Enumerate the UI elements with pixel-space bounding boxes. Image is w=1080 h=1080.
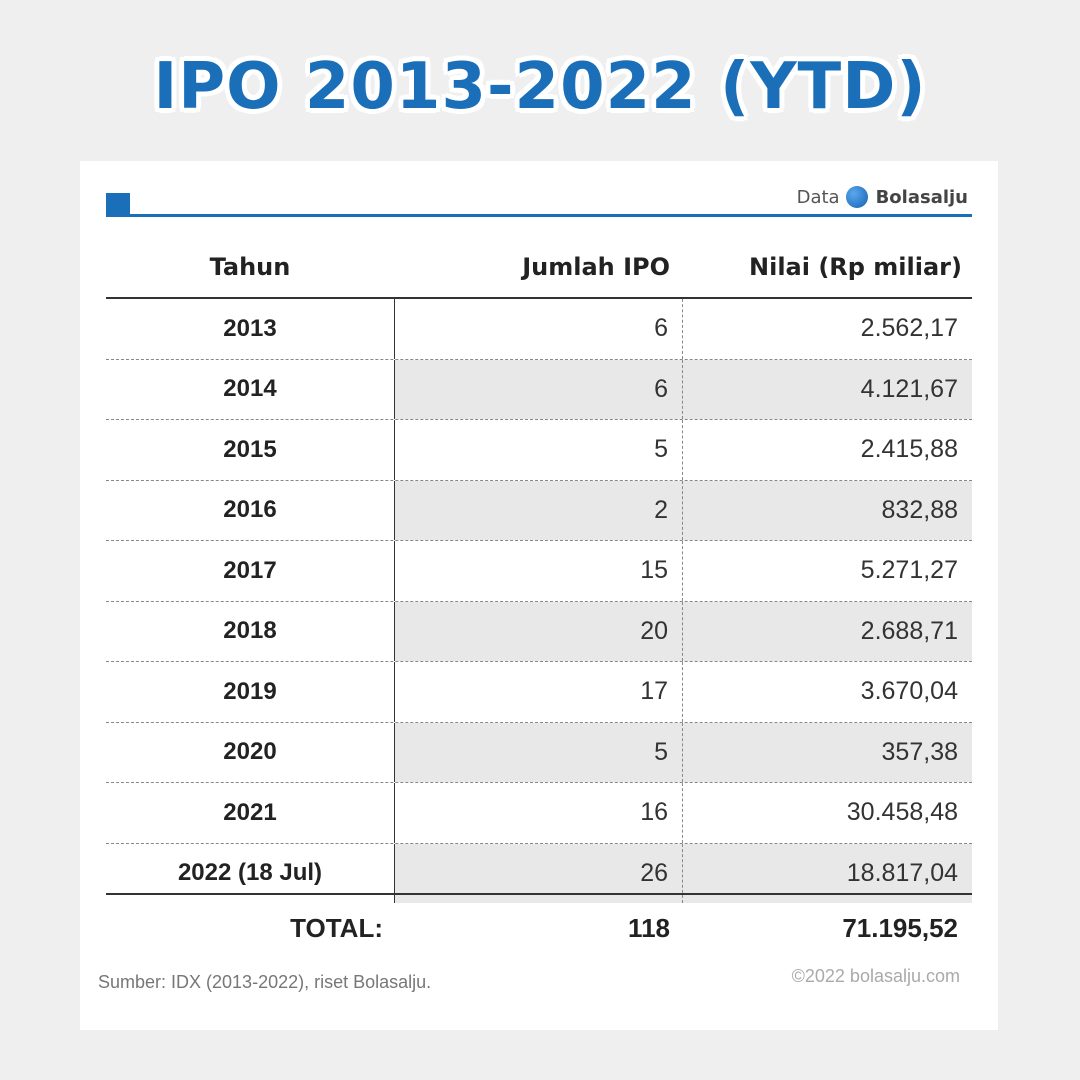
- table-row: 2013 6 2.562,17: [106, 299, 972, 360]
- count-cell: 6: [394, 359, 683, 419]
- table-row: 2021 16 30.458,48: [106, 783, 972, 844]
- value-amount: 3.670,04: [860, 677, 958, 706]
- header-year: Tahun: [209, 253, 291, 281]
- value-cell: 30.458,48: [683, 783, 972, 843]
- value-cell: 832,88: [683, 480, 972, 540]
- year-cell: 2014: [106, 359, 394, 419]
- page-title: IPO 2013-2022 (YTD): [153, 50, 927, 124]
- count-value: 15: [640, 556, 668, 585]
- table-bottom-rule: [106, 893, 972, 895]
- table-row: 2015 5 2.415,88: [106, 420, 972, 481]
- value-cell: 4.121,67: [683, 359, 972, 419]
- value-cell: 5.271,27: [683, 541, 972, 601]
- year-cell: 2018: [106, 601, 394, 661]
- table-row: 2017 15 5.271,27: [106, 541, 972, 602]
- value-amount: 832,88: [881, 495, 958, 524]
- header-rule: [106, 214, 972, 217]
- header-count: Jumlah IPO: [522, 253, 670, 281]
- year-cell: 2015: [106, 420, 394, 480]
- brand-name: Bolasalju: [875, 186, 968, 208]
- table-header: Tahun Jumlah IPO Nilai (Rp miliar): [106, 241, 972, 299]
- year-cell: 2019: [106, 662, 394, 722]
- count-value: 26: [640, 858, 668, 887]
- count-value: 20: [640, 616, 668, 645]
- value-cell: 3.670,04: [683, 662, 972, 722]
- count-value: 2: [654, 495, 668, 524]
- total-label: TOTAL:: [290, 913, 383, 943]
- value-amount: 4.121,67: [860, 374, 958, 403]
- value-cell: 357,38: [683, 722, 972, 782]
- table-row: 2019 17 3.670,04: [106, 662, 972, 723]
- count-cell: 5: [394, 722, 683, 782]
- total-row: TOTAL: 118 71.195,52: [106, 897, 972, 957]
- count-cell: 16: [394, 783, 683, 843]
- count-value: 17: [640, 677, 668, 706]
- count-value: 16: [640, 798, 668, 827]
- value-amount: 5.271,27: [860, 556, 958, 585]
- value-amount: 2.688,71: [860, 616, 958, 645]
- brand-logo: Data Bolasalju: [797, 186, 968, 208]
- value-cell: 2.415,88: [683, 420, 972, 480]
- table-row: 2016 2 832,88: [106, 480, 972, 541]
- year-cell: 2021: [106, 783, 394, 843]
- brand-square: [106, 193, 130, 217]
- value-amount: 357,38: [881, 737, 958, 766]
- value-cell: 2.688,71: [683, 601, 972, 661]
- snowball-icon: [845, 186, 868, 208]
- count-cell: 5: [394, 420, 683, 480]
- count-value: 6: [654, 374, 668, 403]
- count-cell: 2: [394, 480, 683, 540]
- source-note: Sumber: IDX (2013-2022), riset Bolasalju…: [98, 972, 432, 992]
- year-cell: 2020: [106, 722, 394, 782]
- count-value: 6: [654, 314, 668, 343]
- count-value: 5: [654, 737, 668, 766]
- total-count: 118: [628, 913, 670, 943]
- copyright-note: ©2022 bolasalju.com: [791, 966, 960, 986]
- count-value: 5: [654, 435, 668, 464]
- year-cell: 2017: [106, 541, 394, 601]
- value-amount: 18.817,04: [846, 858, 958, 887]
- count-cell: 15: [394, 541, 683, 601]
- year-cell: 2016: [106, 480, 394, 540]
- year-cell: 2013: [106, 299, 394, 359]
- value-amount: 2.562,17: [860, 314, 958, 343]
- count-cell: 20: [394, 601, 683, 661]
- header-value: Nilai (Rp miliar): [749, 253, 962, 281]
- table-row: 2018 20 2.688,71: [106, 601, 972, 662]
- total-value: 71.195,52: [842, 913, 958, 943]
- table-card: Data Bolasalju Tahun Jumlah IPO Nilai (R…: [80, 161, 998, 1030]
- table-row: 2014 6 4.121,67: [106, 359, 972, 420]
- brand-prefix: Data: [796, 186, 840, 208]
- value-amount: 30.458,48: [846, 798, 958, 827]
- table-row: 2020 5 357,38: [106, 722, 972, 783]
- value-amount: 2.415,88: [860, 435, 958, 464]
- table-body: 2013 6 2.562,17 2014 6 4.121,67 2015 5 2…: [106, 299, 972, 903]
- count-cell: 6: [394, 299, 683, 359]
- value-cell: 2.562,17: [683, 299, 972, 359]
- count-cell: 17: [394, 662, 683, 722]
